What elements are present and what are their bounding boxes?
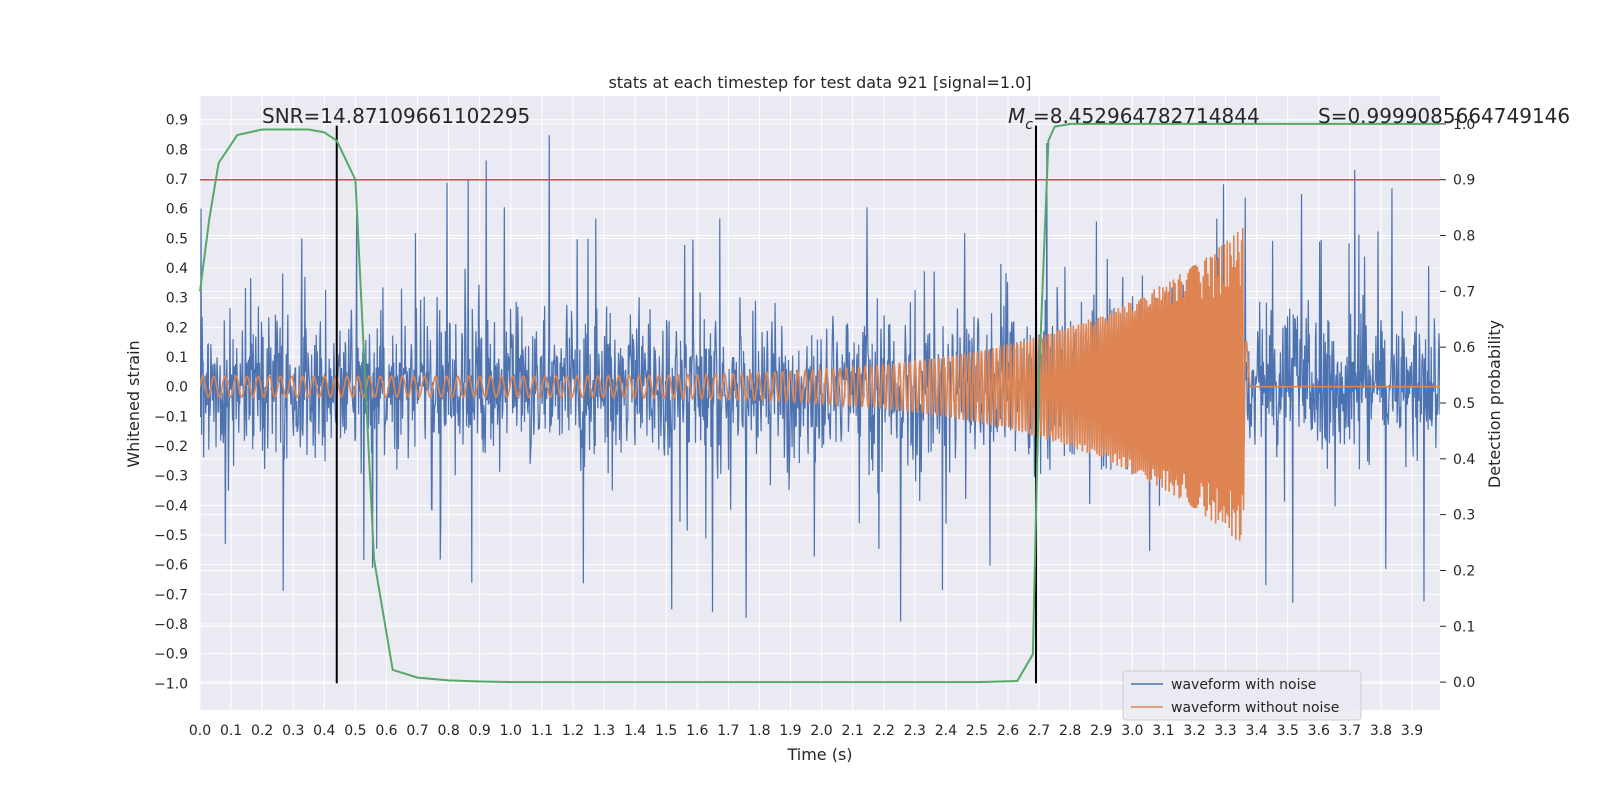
- series-waveform-without-noise: [200, 228, 1440, 541]
- x-tick-label: 1.1: [531, 723, 553, 739]
- y-tick-label: 0.5: [166, 231, 188, 247]
- y-tick-label: −0.1: [154, 409, 188, 425]
- y-tick-label: 0.1: [166, 350, 188, 366]
- x-tick-label: 3.8: [1370, 723, 1392, 739]
- x-tick-label: 1.4: [624, 723, 646, 739]
- x-tick-label: 2.6: [997, 723, 1019, 739]
- x-tick-label: 0.1: [220, 723, 242, 739]
- y-tick-label: 0.7: [166, 172, 188, 188]
- y-tick-label: 0.2: [166, 320, 188, 336]
- x-tick-label: 3.2: [1183, 723, 1205, 739]
- score-annotation: S=0.9999085664749146: [1318, 104, 1570, 128]
- x-tick-label: 3.6: [1308, 723, 1330, 739]
- x-axis-label: Time (s): [786, 745, 852, 764]
- y2-tick-label: 0.1: [1453, 619, 1475, 635]
- x-tick-label: 0.5: [344, 723, 366, 739]
- y2-tick-label: 0.8: [1453, 229, 1475, 245]
- x-axis-ticks: 0.0 0.1 0.2 0.3 0.4 0.5 0.6 0.7 0.8 0.9 1.0 1.1 1.2 1…: [189, 723, 1423, 739]
- clean-line: [200, 228, 1440, 541]
- y-tick-label: 0.4: [166, 261, 188, 277]
- x-tick-label: 2.7: [1028, 723, 1050, 739]
- probability-line: [199, 122, 1440, 684]
- x-tick-label: 1.8: [748, 723, 770, 739]
- chirp-mass-annotation: Mc=8.452964782714844: [1008, 104, 1260, 133]
- x-tick-label: 3.7: [1339, 723, 1361, 739]
- y-tick-label: 0.3: [166, 291, 188, 307]
- y-tick-label: 0.6: [166, 202, 188, 218]
- x-tick-label: 2.9: [1090, 723, 1112, 739]
- y-tick-label: −0.4: [154, 498, 188, 514]
- gridlines: [199, 96, 1440, 710]
- x-tick-label: 2.5: [966, 723, 988, 739]
- y-tick-label: 0.8: [166, 142, 188, 158]
- y2-tick-label: 1.0: [1453, 117, 1475, 133]
- y-tick-label: −0.3: [154, 469, 188, 485]
- legend-label-clean: waveform without noise: [1171, 700, 1339, 716]
- series-detection-probability: [199, 122, 1440, 684]
- x-tick-label: 2.2: [873, 723, 895, 739]
- x-tick-label: 3.5: [1277, 723, 1299, 739]
- y2-tick-label: 0.5: [1453, 396, 1475, 412]
- x-tick-label: 0.2: [251, 723, 273, 739]
- y-tick-label: −0.2: [154, 439, 188, 455]
- y-tick-label: −0.5: [154, 528, 188, 544]
- x-tick-label: 1.5: [655, 723, 677, 739]
- legend: waveform with noise waveform without noi…: [1122, 670, 1362, 721]
- y-tick-label: 0.0: [166, 380, 188, 396]
- y-tick-label: −1.0: [154, 676, 188, 692]
- y2-axis-label: Detection probability: [1485, 320, 1504, 488]
- x-tick-label: 2.4: [935, 723, 957, 739]
- y-axis-label: Whitened strain: [124, 340, 143, 467]
- x-tick-label: 3.4: [1246, 723, 1268, 739]
- x-tick-label: 2.0: [810, 723, 832, 739]
- x-tick-label: 1.7: [717, 723, 739, 739]
- snr-annotation: SNR=14.87109661102295: [262, 104, 530, 128]
- y2-tick-label: 0.0: [1453, 675, 1475, 691]
- y-tick-label: 0.9: [166, 113, 188, 129]
- x-tick-label: 0.9: [469, 723, 491, 739]
- x-tick-label: 0.3: [282, 723, 304, 739]
- y2-tick-label: 0.9: [1453, 173, 1475, 189]
- x-tick-label: 0.7: [406, 723, 428, 739]
- y-tick-label: −0.6: [154, 558, 188, 574]
- x-tick-label: 0.8: [437, 723, 459, 739]
- y2-tick-label: 0.3: [1453, 508, 1475, 524]
- x-tick-label: 1.2: [562, 723, 584, 739]
- y2-axis-ticks: 1.0 0.9 0.8 0.7 0.6 0.5 0.4 0.3 0.2 0.1 0.0: [1440, 117, 1475, 691]
- x-tick-label: 1.0: [500, 723, 522, 739]
- y-tick-label: −0.7: [154, 587, 188, 603]
- chart-title: stats at each timestep for test data 921…: [608, 73, 1031, 92]
- x-tick-label: 3.9: [1401, 723, 1423, 739]
- x-tick-label: 0.4: [313, 723, 335, 739]
- y2-tick-label: 0.4: [1453, 452, 1475, 468]
- x-tick-label: 0.6: [375, 723, 397, 739]
- y-tick-label: −0.9: [154, 647, 188, 663]
- x-tick-label: 0.0: [189, 723, 211, 739]
- y2-tick-label: 0.2: [1453, 563, 1475, 579]
- x-tick-label: 3.3: [1214, 723, 1236, 739]
- x-tick-label: 3.0: [1121, 723, 1143, 739]
- x-tick-label: 1.3: [593, 723, 615, 739]
- y2-tick-label: 0.6: [1453, 340, 1475, 356]
- marker-lines: [335, 125, 1037, 684]
- x-tick-label: 1.6: [686, 723, 708, 739]
- x-tick-label: 3.1: [1152, 723, 1174, 739]
- y-axis-ticks: 0.9 0.8 0.7 0.6 0.5 0.4 0.3 0.2 0.1 0.0 −0.1 −0.2 −0…: [154, 113, 188, 693]
- y2-tick-label: 0.7: [1453, 284, 1475, 300]
- x-tick-label: 2.1: [841, 723, 863, 739]
- x-tick-label: 2.3: [904, 723, 926, 739]
- legend-label-noise: waveform with noise: [1171, 677, 1316, 693]
- x-tick-label: 2.8: [1059, 723, 1081, 739]
- x-tick-label: 1.9: [779, 723, 801, 739]
- y-tick-label: −0.8: [154, 617, 188, 633]
